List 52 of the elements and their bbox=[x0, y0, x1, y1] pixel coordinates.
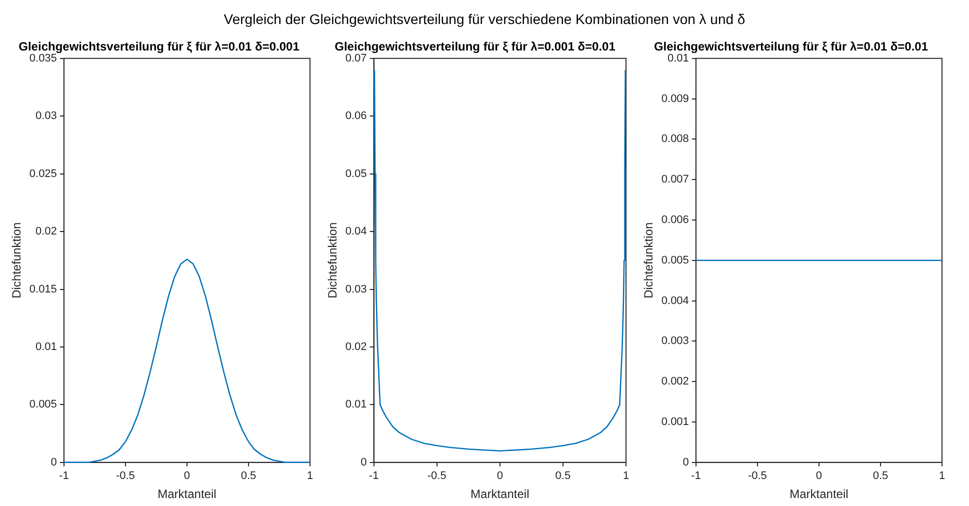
x-tick-label: -0.5 bbox=[116, 470, 135, 482]
text: Vergleich der Gleichgewichtsverteilung für verschiedene Kombinationen von λ und δ bbox=[224, 11, 746, 27]
y-tick-label: 0.07 bbox=[345, 52, 367, 64]
chart-title: Gleichgewichtsverteilung für ξ für λ=0.01 δ=0.001 bbox=[18, 40, 300, 54]
y-tick-label: 0.01 bbox=[345, 398, 367, 411]
y-tick-label: 0.025 bbox=[29, 168, 57, 180]
y-tick-label: 0.001 bbox=[661, 416, 689, 428]
chart-title: Gleichgewichtsverteilung für ξ für λ=0.001 δ=0.01 bbox=[334, 40, 616, 54]
y-tick-label: 0.02 bbox=[36, 226, 57, 238]
y-tick-label: 0 bbox=[50, 456, 57, 468]
x-tick-label: 0 bbox=[184, 470, 190, 482]
x-tick-label: 0.5 bbox=[240, 470, 256, 482]
chart-title: Gleichgewichtsverteilung für ξ für λ=0.01 δ=0.01 bbox=[654, 40, 928, 54]
y-tick-label: 0.035 bbox=[29, 52, 57, 64]
y-tick-label: 0.007 bbox=[661, 174, 689, 186]
x-tick-label: 1 bbox=[938, 470, 946, 482]
y-tick-label: 0.04 bbox=[345, 226, 367, 238]
x-axis-title: Marktanteil bbox=[470, 487, 530, 502]
y-tick-label: 0.01 bbox=[36, 341, 57, 354]
y-tick-label: 0.003 bbox=[661, 335, 689, 348]
x-axis-title: Marktanteil bbox=[790, 487, 848, 502]
y-tick-label: 0.004 bbox=[661, 294, 689, 307]
x-tick-label: 1 bbox=[622, 470, 630, 482]
y-tick-label: 0.008 bbox=[661, 133, 689, 146]
x-tick-label: 0 bbox=[496, 470, 503, 482]
y-axis-title: Dichtefunktion bbox=[326, 222, 340, 298]
y-tick-label: 0 bbox=[682, 456, 689, 468]
y-tick-label: 0.03 bbox=[36, 110, 57, 122]
x-tick-label: 0.5 bbox=[872, 470, 888, 482]
x-tick-label: -0.5 bbox=[427, 470, 446, 482]
x-tick-label: 0 bbox=[816, 470, 822, 482]
y-tick-label: 0.009 bbox=[661, 92, 689, 105]
y-tick-label: 0.06 bbox=[345, 110, 367, 122]
y-tick-label: 0.01 bbox=[668, 52, 689, 64]
y-tick-label: 0.015 bbox=[29, 283, 57, 296]
y-axis-title: Dichtefunktion bbox=[10, 222, 24, 298]
y-tick-label: 0.03 bbox=[345, 283, 367, 296]
y-axis-title: Dichtefunktion bbox=[642, 222, 656, 298]
x-axis-title: Marktanteil bbox=[158, 487, 216, 502]
y-tick-label: 0.005 bbox=[661, 254, 689, 266]
x-tick-label: 0.5 bbox=[555, 470, 571, 482]
x-tick-label: 1 bbox=[306, 470, 314, 482]
x-tick-label: -1 bbox=[691, 470, 701, 482]
y-tick-label: 0.02 bbox=[345, 341, 367, 354]
y-tick-label: 0.006 bbox=[661, 214, 689, 226]
x-tick-label: -1 bbox=[368, 470, 379, 482]
x-tick-label: -0.5 bbox=[748, 470, 767, 482]
y-tick-label: 0.005 bbox=[29, 398, 57, 411]
y-tick-label: 0.002 bbox=[661, 376, 689, 388]
y-tick-label: 0.05 bbox=[345, 168, 367, 180]
y-tick-label: 0 bbox=[360, 456, 367, 468]
x-tick-label: -1 bbox=[59, 470, 69, 482]
